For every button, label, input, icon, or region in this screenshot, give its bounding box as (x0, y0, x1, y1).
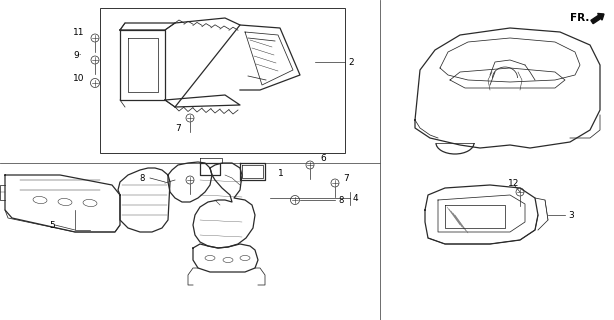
Text: 10: 10 (73, 74, 85, 83)
Text: 7: 7 (175, 124, 181, 132)
Text: 1: 1 (278, 169, 284, 178)
Text: 6: 6 (320, 154, 326, 163)
Text: 7: 7 (343, 173, 349, 182)
Text: 8: 8 (139, 173, 145, 182)
Text: 4: 4 (353, 194, 359, 203)
Text: 3: 3 (568, 211, 573, 220)
FancyArrow shape (591, 13, 604, 24)
Text: 8: 8 (338, 196, 343, 204)
Text: 5: 5 (49, 220, 55, 229)
Bar (100, 8, 345, 153)
Text: 2: 2 (348, 58, 354, 67)
Text: 11: 11 (73, 28, 85, 36)
Text: FR.: FR. (570, 13, 589, 23)
Text: 9·: 9· (73, 51, 82, 60)
Text: 12: 12 (508, 179, 519, 188)
